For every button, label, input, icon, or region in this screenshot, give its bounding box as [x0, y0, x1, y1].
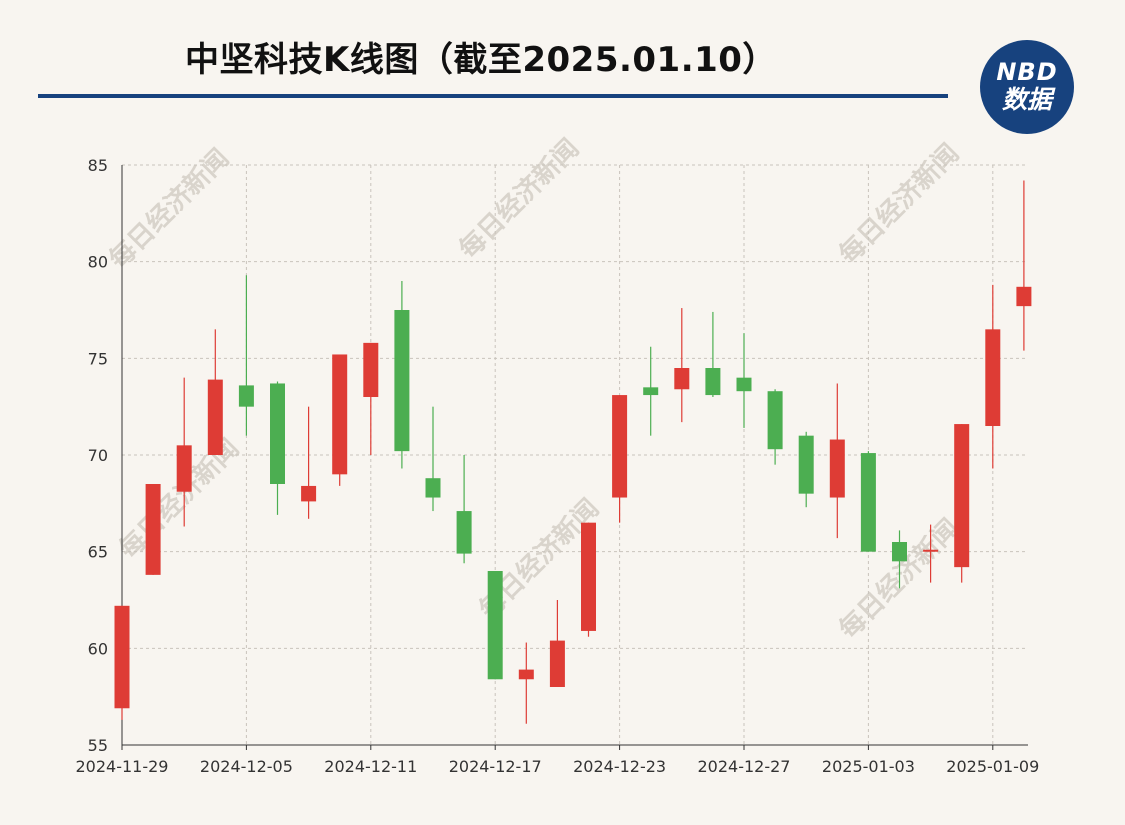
- candle: [674, 308, 690, 423]
- axes: 55 60 65 70 75 80 85 2024-11-29 2024-12-05 2024-1…: [76, 156, 1040, 776]
- candle-body: [643, 387, 659, 396]
- watermark-text: 每日经济新闻: [103, 143, 235, 275]
- x-tick-label: 2024-11-29: [76, 757, 169, 776]
- candle: [767, 389, 783, 465]
- watermark-text: 每日经济新闻: [833, 138, 965, 270]
- candle: [829, 383, 845, 539]
- grid-lines: [121, 164, 1028, 745]
- candle-body: [798, 435, 814, 494]
- x-tick-label: 2025-01-03: [822, 757, 915, 776]
- candle: [394, 281, 410, 469]
- y-tick-label: 70: [88, 446, 108, 465]
- candle-body: [736, 377, 752, 392]
- candle-body: [394, 310, 410, 452]
- candle-body: [860, 453, 876, 552]
- candle-body: [332, 354, 348, 475]
- logo-text-top: NBD: [996, 58, 1058, 86]
- candle: [270, 381, 285, 515]
- x-tick-label: 2024-12-11: [324, 757, 417, 776]
- candle: [207, 329, 223, 455]
- candle: [518, 642, 534, 724]
- candle-body: [270, 383, 285, 484]
- candle: [456, 455, 472, 564]
- candle: [332, 354, 348, 486]
- candle: [176, 377, 192, 527]
- candle: [301, 406, 317, 519]
- candle-body: [363, 342, 379, 397]
- chart-title: 中坚科技K线图（截至2025.01.10）: [185, 40, 777, 80]
- x-tick-label: 2024-12-23: [573, 757, 666, 776]
- candle: [425, 406, 441, 512]
- candle-body: [923, 549, 939, 552]
- candle: [798, 431, 814, 508]
- y-tick-label: 80: [88, 253, 108, 272]
- candle: [114, 605, 130, 720]
- candle: [923, 524, 939, 583]
- candle: [736, 333, 752, 428]
- candle: [487, 571, 503, 680]
- candle-body: [892, 542, 907, 562]
- y-tick-label: 65: [88, 543, 108, 562]
- candle: [1016, 180, 1032, 351]
- candle-body: [705, 368, 721, 396]
- candle-body: [549, 640, 565, 687]
- candle-body: [176, 445, 192, 492]
- candle: [581, 522, 596, 637]
- candle: [892, 530, 907, 589]
- x-tick-label: 2024-12-17: [449, 757, 542, 776]
- candle-body: [767, 391, 783, 450]
- candle-body: [581, 522, 596, 631]
- y-tick-label: 85: [88, 156, 108, 175]
- candle: [705, 311, 721, 397]
- y-tick-label: 55: [88, 736, 108, 755]
- candle-body: [487, 571, 503, 680]
- candle-body: [425, 478, 441, 498]
- y-tick-label: 75: [88, 349, 108, 368]
- y-tick-label: 60: [88, 639, 108, 658]
- candle-body: [114, 605, 130, 709]
- candle-body: [238, 385, 254, 407]
- candle: [549, 600, 565, 687]
- candle-body: [145, 484, 161, 575]
- watermark-text: 每日经济新闻: [453, 133, 585, 265]
- candle-body: [301, 485, 317, 502]
- x-tick-label: 2024-12-27: [698, 757, 791, 776]
- candle-body: [674, 368, 690, 390]
- candle: [363, 342, 379, 455]
- candle: [145, 484, 161, 575]
- candle: [643, 346, 659, 436]
- logo-text-bottom: 数据: [1001, 85, 1052, 114]
- candle: [238, 275, 254, 436]
- candle: [985, 284, 1001, 469]
- candle-body: [612, 395, 628, 498]
- candle: [860, 451, 876, 552]
- candles: [114, 180, 1032, 724]
- candle-body: [1016, 286, 1032, 307]
- x-tick-label: 2025-01-09: [946, 757, 1039, 776]
- candle-body: [954, 424, 970, 568]
- nbd-logo: NBD 数据: [980, 40, 1074, 134]
- candle-body: [985, 329, 1001, 426]
- candle-body: [829, 439, 845, 498]
- candle-body: [518, 669, 534, 680]
- title-underline: [38, 94, 948, 98]
- candle-body: [456, 511, 472, 554]
- x-tick-label: 2024-12-05: [200, 757, 293, 776]
- candle-body: [207, 379, 223, 455]
- candle: [954, 424, 970, 583]
- candle: [612, 395, 628, 523]
